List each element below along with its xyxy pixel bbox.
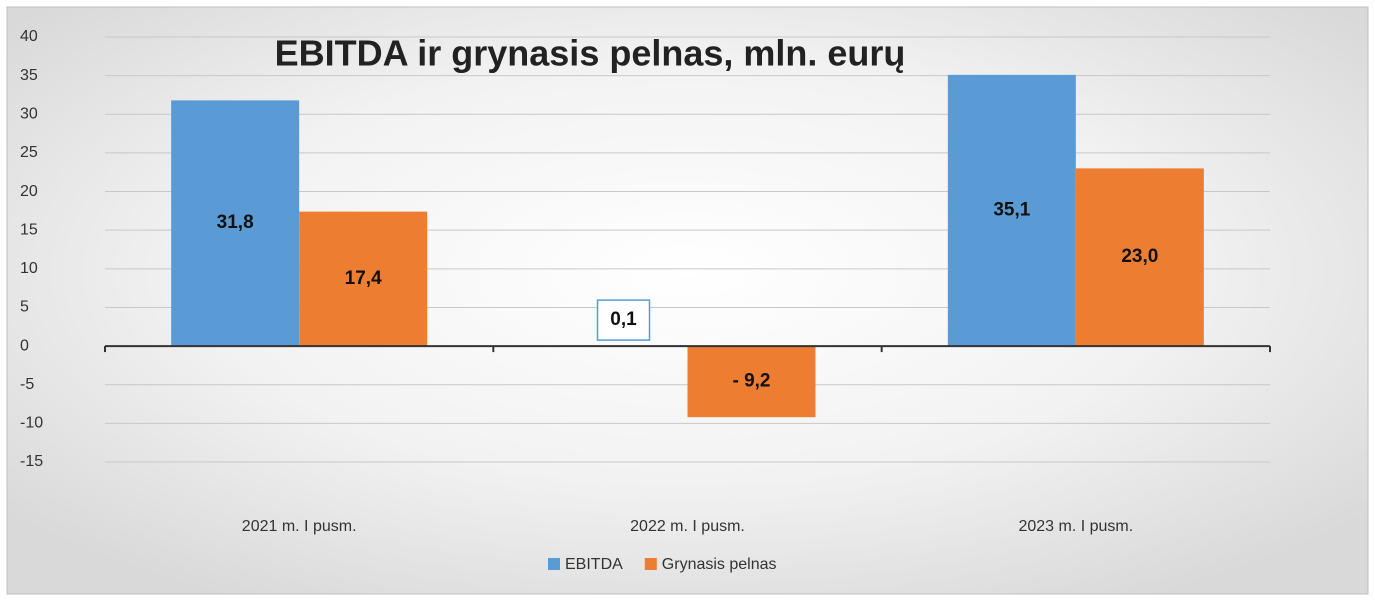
y-tick-label: 20 bbox=[20, 183, 38, 200]
y-tick-label: -15 bbox=[20, 453, 43, 470]
plot-area: -15 -10 -5 0 5 10 15 20 25 30 35 40 2021 m. I pusm. 3… bbox=[20, 28, 1271, 573]
y-tick-label: 0 bbox=[20, 337, 29, 354]
y-tick-label: 5 bbox=[20, 299, 29, 316]
data-label: 35,1 bbox=[993, 199, 1030, 220]
x-tick-label: 2022 m. I pusm. bbox=[630, 518, 745, 535]
legend-swatch bbox=[548, 558, 560, 570]
bar bbox=[687, 346, 816, 418]
y-tick-label: 10 bbox=[20, 260, 38, 277]
legend-label: Grynasis pelnas bbox=[662, 556, 777, 573]
data-label-box bbox=[596, 299, 651, 341]
y-tick-label: 35 bbox=[20, 67, 38, 84]
legend-swatch bbox=[644, 558, 657, 570]
bar bbox=[947, 74, 1076, 347]
legend-label: EBITDA bbox=[565, 556, 623, 573]
x-tick-label: 2021 m. I pusm. bbox=[242, 518, 357, 535]
y-tick-label: 15 bbox=[20, 221, 38, 238]
x-tick-label: 2023 m. I pusm. bbox=[1018, 518, 1133, 535]
data-label: 17,4 bbox=[345, 268, 382, 289]
data-label: 31,8 bbox=[217, 212, 254, 233]
y-tick-label: -5 bbox=[20, 376, 34, 393]
y-tick-label: -10 bbox=[20, 415, 43, 432]
bar bbox=[171, 100, 300, 347]
data-label: - 9,2 bbox=[732, 371, 770, 392]
chart-title: EBITDA ir grynasis pelnas, mln. eurų bbox=[275, 33, 906, 74]
data-label: 0,1 bbox=[610, 309, 637, 330]
y-tick-label: 25 bbox=[20, 144, 38, 161]
bar bbox=[299, 211, 428, 347]
data-label: 23,0 bbox=[1121, 246, 1158, 267]
bar bbox=[1075, 168, 1204, 347]
y-tick-label: 30 bbox=[20, 105, 38, 122]
y-tick-label: 40 bbox=[20, 28, 38, 45]
